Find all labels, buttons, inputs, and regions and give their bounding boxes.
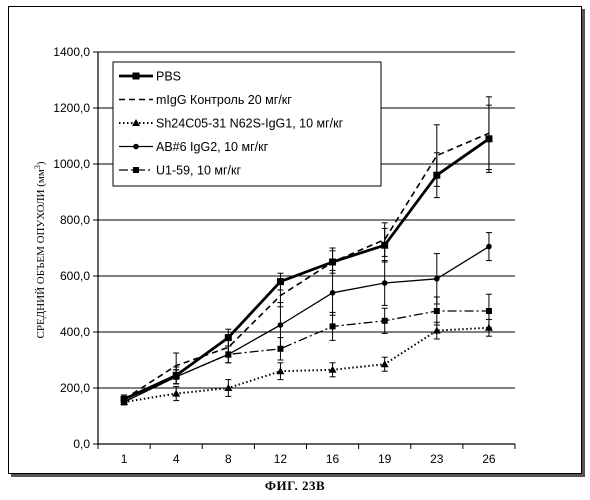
marker-square	[330, 323, 336, 329]
x-tick-label: 8	[225, 452, 232, 466]
marker-triangle	[172, 390, 180, 397]
x-tick-label: 1	[121, 452, 128, 466]
y-axis-label-tail: )	[35, 161, 47, 165]
marker-square	[434, 308, 440, 314]
y-tick-label: 800,0	[60, 213, 90, 227]
y-axis-label: СРЕДНИЙ ОБЪЕМ ОПУХОЛИ (мм3)	[33, 161, 47, 338]
marker-circle	[382, 280, 388, 286]
marker-square	[133, 73, 140, 80]
x-tick-label: 4	[173, 452, 180, 466]
y-tick-label: 1400,0	[53, 45, 90, 59]
marker-circle	[330, 290, 336, 296]
svg-text:СРЕДНИЙ ОБЪЕМ ОПУХОЛИ (мм3): СРЕДНИЙ ОБЪЕМ ОПУХОЛИ (мм3)	[33, 161, 47, 338]
marker-circle	[278, 322, 284, 328]
marker-square	[277, 346, 283, 352]
marker-circle	[486, 244, 492, 250]
marker-square	[486, 308, 492, 314]
legend-label: AB#6 IgG2, 10 мг/кг	[156, 140, 269, 154]
y-tick-label: 200,0	[60, 381, 90, 395]
x-tick-label: 12	[274, 452, 288, 466]
marker-circle	[434, 276, 440, 282]
y-tick-label: 600,0	[60, 269, 90, 283]
y-tick-label: 400,0	[60, 325, 90, 339]
marker-square	[382, 318, 388, 324]
x-tick-label: 23	[430, 452, 444, 466]
marker-square	[173, 374, 179, 380]
legend-label: mIgG Контроль 20 мг/кг	[156, 93, 292, 107]
x-tick-label: 16	[326, 452, 340, 466]
x-tick-label: 26	[482, 452, 496, 466]
x-tick-label: 19	[378, 452, 392, 466]
marker-square	[225, 351, 231, 357]
figure-caption: ФИГ. 23В	[0, 478, 590, 494]
marker-triangle	[276, 367, 284, 374]
y-tick-label: 1000,0	[53, 157, 90, 171]
legend-label: Sh24C05-31 N62S-IgG1, 10 мг/кг	[156, 117, 344, 131]
marker-square	[121, 399, 127, 405]
legend-label: U1-59, 10 мг/кг	[156, 164, 241, 178]
marker-circle	[133, 144, 139, 150]
marker-square	[133, 167, 139, 173]
y-tick-label: 1200,0	[53, 101, 90, 115]
y-axis-label-main: СРЕДНИЙ ОБЪЕМ ОПУХОЛИ (мм	[35, 169, 47, 338]
legend: PBS mIgG Контроль 20 мг/кг Sh24C05-31 N62S…	[113, 62, 381, 186]
legend-label: PBS	[156, 70, 181, 84]
y-tick-label: 0,0	[73, 437, 90, 451]
